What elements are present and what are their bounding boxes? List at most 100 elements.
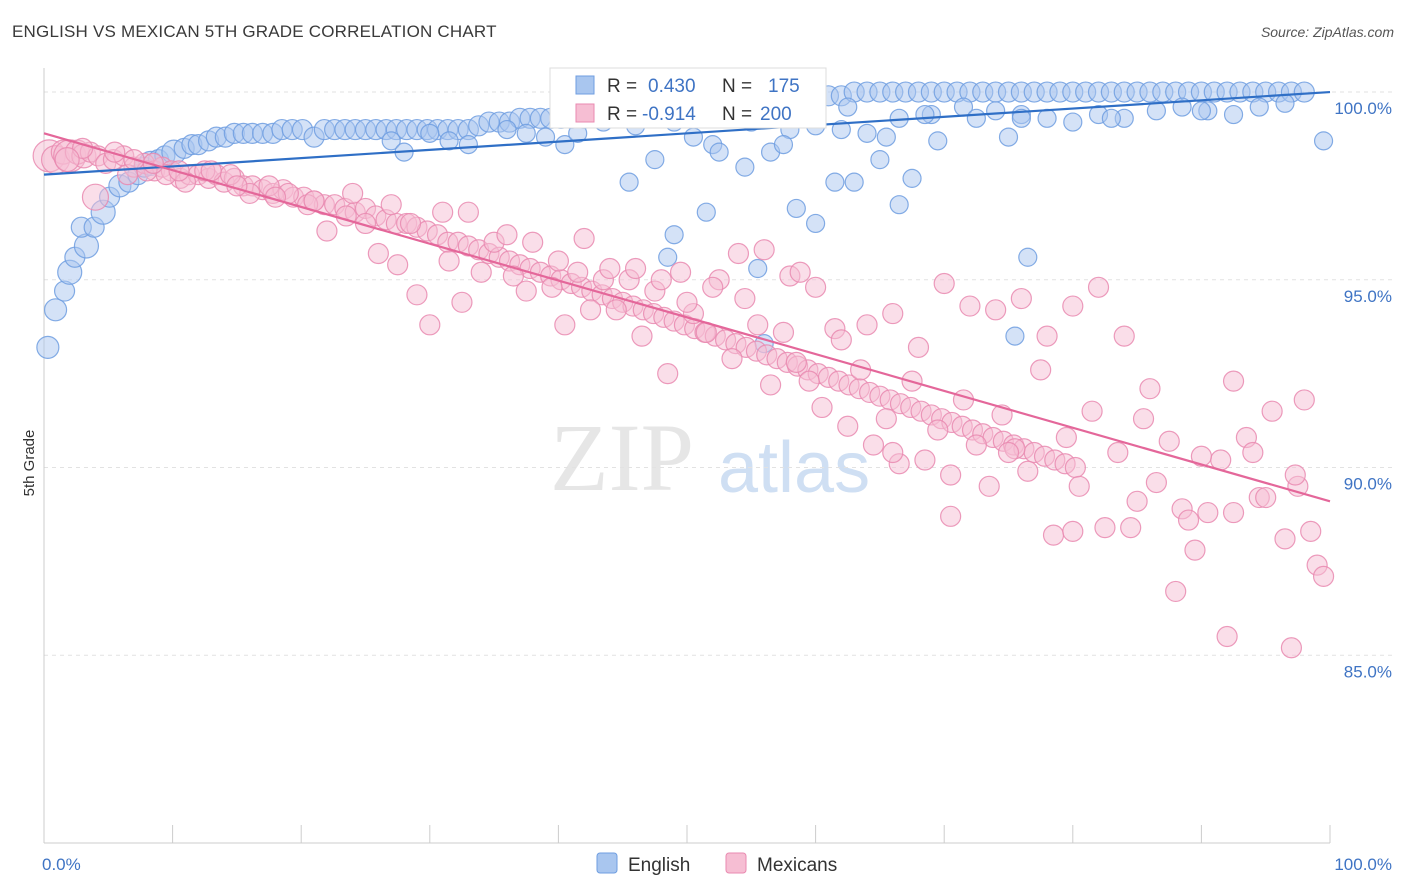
mexican-point bbox=[1017, 460, 1039, 482]
mexican-point bbox=[985, 299, 1007, 321]
mexican-point bbox=[789, 261, 811, 283]
mexican-point bbox=[978, 475, 1000, 497]
x-tick-left: 0.0% bbox=[42, 855, 81, 874]
legend-mexicans-label: Mexicans bbox=[757, 855, 837, 876]
mexican-point bbox=[406, 284, 428, 306]
mexican-point bbox=[1094, 516, 1116, 539]
mexican-point bbox=[1139, 378, 1161, 400]
mexican-point bbox=[1177, 509, 1200, 531]
english-point bbox=[876, 127, 896, 147]
chart-title: ENGLISH VS MEXICAN 5TH GRADE CORRELATION… bbox=[12, 22, 497, 41]
mexican-point bbox=[624, 257, 647, 280]
mexican-point bbox=[1107, 441, 1129, 464]
mexican-point bbox=[933, 272, 955, 295]
english-point bbox=[619, 172, 639, 192]
english-point bbox=[825, 172, 845, 192]
mexican-point bbox=[399, 212, 422, 235]
mexican-point bbox=[547, 250, 570, 272]
mexican-point bbox=[1010, 287, 1032, 310]
english-point bbox=[1293, 81, 1315, 103]
mexican-point bbox=[657, 363, 679, 385]
english-point bbox=[683, 127, 704, 147]
mexican-point bbox=[1145, 471, 1167, 494]
mexicans-r-label: R = bbox=[607, 104, 637, 125]
mexican-point bbox=[1064, 456, 1086, 479]
english-point bbox=[902, 168, 922, 188]
english-trend-line bbox=[43, 90, 1331, 176]
mexican-point bbox=[804, 276, 827, 298]
mexican-point bbox=[1312, 565, 1335, 588]
stats-legend: R = 0.430 N = 175 R = -0.914 N = 200 bbox=[549, 67, 827, 129]
y-tick-label: 85.0% bbox=[1344, 662, 1392, 681]
mexican-point bbox=[1062, 295, 1084, 317]
y-tick-label: 90.0% bbox=[1344, 475, 1392, 494]
axes bbox=[43, 68, 1331, 844]
mexican-point bbox=[940, 505, 962, 527]
mexican-point bbox=[997, 441, 1020, 464]
mexican-point bbox=[734, 287, 756, 310]
mexican-point bbox=[438, 250, 460, 272]
english-point bbox=[1191, 101, 1212, 121]
mexican-point bbox=[573, 227, 595, 250]
mexican-point bbox=[721, 348, 743, 370]
mexican-point bbox=[856, 314, 878, 336]
mexican-point bbox=[419, 314, 441, 336]
mexican-point bbox=[1126, 490, 1148, 512]
mexican-point bbox=[1030, 359, 1052, 381]
mexican-point bbox=[515, 280, 537, 302]
mexican-point bbox=[1197, 501, 1219, 524]
mexican-point bbox=[342, 182, 364, 205]
english-point bbox=[458, 135, 478, 155]
english-point bbox=[838, 97, 858, 117]
mexican-point bbox=[1284, 464, 1306, 486]
mexican-point bbox=[567, 261, 589, 283]
trend-lines bbox=[43, 90, 1331, 503]
mexican-point bbox=[952, 389, 975, 411]
english-point bbox=[966, 108, 986, 128]
y-tick-label: 95.0% bbox=[1344, 287, 1392, 306]
mexican-point bbox=[387, 254, 409, 276]
english-point bbox=[1018, 247, 1038, 267]
mexican-point bbox=[541, 276, 563, 298]
mexican-point bbox=[631, 325, 653, 347]
mexican-point bbox=[1216, 625, 1238, 648]
stats-legend-box bbox=[549, 67, 827, 129]
mexican-point bbox=[316, 220, 338, 242]
english-point bbox=[1249, 97, 1269, 117]
mexican-point bbox=[676, 291, 698, 313]
mexican-point bbox=[959, 295, 981, 317]
english-swatch bbox=[575, 75, 595, 95]
english-point bbox=[497, 119, 517, 140]
mexican-point bbox=[1293, 389, 1315, 411]
english-point bbox=[516, 123, 536, 143]
watermark-zip: ZIP bbox=[550, 404, 694, 511]
mexican-point bbox=[554, 314, 576, 336]
english-point bbox=[748, 258, 768, 279]
english-point bbox=[870, 150, 890, 170]
mexican-point bbox=[1042, 524, 1065, 546]
english-point bbox=[998, 127, 1019, 147]
mexican-point bbox=[457, 201, 479, 223]
english-point bbox=[928, 131, 948, 151]
mexican-point bbox=[1300, 520, 1322, 542]
legend-english-swatch bbox=[596, 852, 618, 874]
mexicans-n-label: N = bbox=[722, 104, 752, 125]
mexican-point bbox=[914, 449, 936, 471]
mexican-point bbox=[81, 183, 110, 211]
mexican-point bbox=[772, 321, 795, 343]
mexican-point bbox=[882, 302, 904, 325]
english-point bbox=[735, 157, 755, 177]
x-tick-right: 100.0% bbox=[1334, 855, 1392, 874]
mexican-point bbox=[1184, 539, 1206, 561]
y-tick-labels: 100.0% 95.0% 90.0% 85.0% bbox=[1334, 99, 1392, 681]
mexican-point bbox=[875, 408, 897, 430]
mexican-point bbox=[862, 434, 885, 456]
mexican-point bbox=[470, 261, 492, 283]
mexican-point bbox=[1274, 528, 1296, 550]
english-r-value: 0.430 bbox=[648, 76, 696, 97]
mexican-point bbox=[830, 329, 852, 351]
mexican-point bbox=[650, 269, 672, 291]
mexicans-trend-line bbox=[43, 132, 1331, 503]
mexican-point bbox=[798, 370, 820, 392]
english-point bbox=[696, 202, 716, 222]
